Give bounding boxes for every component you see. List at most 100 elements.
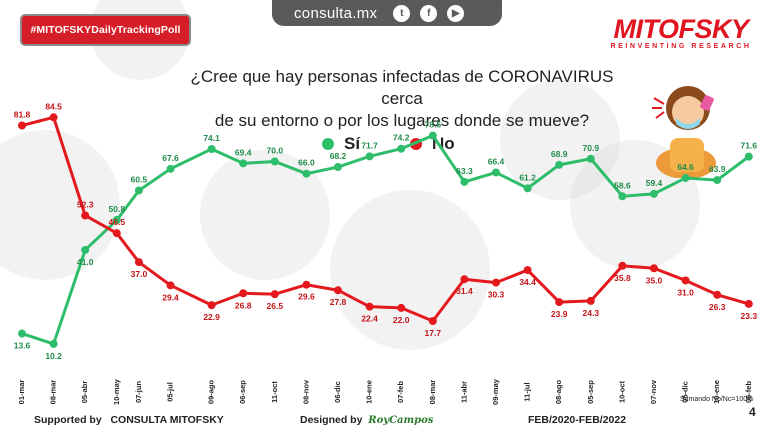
- footer-supported: Supported by CONSULTA MITOFSKY: [34, 414, 224, 426]
- supported-label: Supported by: [34, 414, 102, 426]
- data-label: 60.5: [131, 174, 148, 184]
- tracking-poll-tag: #MITOFSKYDailyTrackingPoll: [20, 14, 191, 46]
- data-label: 27.8: [330, 297, 347, 307]
- legend-si-label: Sí: [344, 134, 361, 153]
- data-point-no: [134, 258, 143, 267]
- data-point-no: [681, 276, 690, 285]
- data-point-si: [166, 164, 175, 173]
- designed-label: Designed by: [300, 414, 363, 426]
- data-point-si: [18, 329, 26, 338]
- data-label: 22.4: [361, 314, 378, 324]
- data-point-si: [713, 176, 722, 185]
- data-label: 46.5: [109, 217, 126, 227]
- data-point-no: [49, 113, 58, 122]
- x-tick-label: 07-jun: [134, 381, 143, 404]
- data-label: 70.9: [583, 143, 600, 153]
- site-url-link[interactable]: consulta.mx: [294, 4, 378, 22]
- x-tick-label: 10-may: [112, 378, 121, 405]
- data-point-si: [302, 169, 311, 178]
- x-tick-label: 08-nov: [301, 379, 310, 404]
- data-point-si: [270, 157, 279, 166]
- youtube-icon[interactable]: ▶: [447, 4, 465, 22]
- data-label: 71.7: [361, 140, 378, 150]
- x-tick-label: 05-abr: [80, 381, 89, 404]
- data-point-no: [618, 261, 627, 270]
- sum-note: Sumando No/Nc=100%: [680, 396, 754, 403]
- data-label: 78.5: [425, 120, 442, 130]
- data-point-no: [270, 290, 279, 299]
- data-point-si: [586, 154, 595, 163]
- data-point-si: [134, 186, 143, 195]
- data-point-no: [523, 266, 532, 275]
- data-point-si: [492, 168, 500, 177]
- data-label: 29.4: [162, 292, 179, 302]
- x-tick-label: 01-mar: [17, 380, 26, 405]
- data-point-no: [744, 299, 753, 308]
- site-header-bar: consulta.mx t f ▶: [272, 0, 502, 26]
- data-point-si: [555, 160, 564, 169]
- facebook-icon[interactable]: f: [420, 4, 438, 22]
- data-point-si: [460, 177, 469, 186]
- data-label: 68.2: [330, 151, 347, 161]
- data-label: 35.0: [646, 275, 663, 285]
- x-tick-label: 08-mar: [428, 380, 437, 405]
- data-label: 22.9: [203, 312, 220, 322]
- x-tick-label: 10-ene: [365, 380, 374, 404]
- question-title: ¿Cree que hay personas infectadas de COR…: [172, 66, 632, 132]
- data-point-si: [239, 159, 248, 168]
- x-tick-label: 10-ene: [712, 380, 721, 404]
- data-label: 17.7: [425, 328, 442, 338]
- data-point-no: [397, 303, 406, 312]
- x-tick-label: 11-abr: [459, 381, 468, 403]
- x-tick-label: 07-nov: [649, 379, 658, 404]
- x-tick-label: 08-ago: [554, 380, 563, 405]
- data-point-si: [112, 216, 121, 225]
- data-label: 26.3: [709, 302, 726, 312]
- mitofsky-logo: MITOFSKY REINVENTING RESEARCH: [606, 16, 756, 51]
- legend-si-marker: [322, 138, 334, 150]
- data-point-no: [713, 290, 722, 299]
- data-point-no: [207, 301, 216, 310]
- data-point-si: [49, 339, 58, 348]
- virus-background-decoration: [500, 80, 620, 200]
- data-point-si: [681, 173, 690, 182]
- x-tick-label: 08-mar: [49, 380, 58, 405]
- data-point-no: [586, 296, 595, 305]
- x-tick-label: 05-dic: [681, 381, 690, 403]
- data-label: 66.4: [488, 156, 505, 166]
- data-label: 31.4: [456, 286, 473, 296]
- data-point-si: [334, 162, 342, 171]
- data-point-si: [618, 192, 627, 201]
- data-label: 41.0: [77, 257, 94, 267]
- data-label: 71.6: [741, 141, 758, 151]
- data-point-si: [523, 184, 532, 193]
- legend-no-label: No: [432, 134, 455, 153]
- legend-si: Sí: [322, 134, 360, 154]
- data-label: 31.0: [677, 287, 694, 297]
- data-point-si: [81, 245, 90, 254]
- data-label: 69.4: [235, 147, 252, 157]
- data-point-no: [365, 302, 374, 311]
- data-label: 68.9: [551, 149, 568, 159]
- data-label: 52.3: [77, 199, 94, 209]
- data-label: 70.0: [267, 146, 284, 156]
- twitter-icon[interactable]: t: [393, 4, 411, 22]
- data-label: 34.4: [519, 277, 536, 287]
- data-label: 24.3: [583, 308, 600, 318]
- data-point-si: [397, 144, 406, 153]
- data-label: 59.4: [646, 178, 663, 188]
- x-tick-label: 05-sep: [586, 380, 595, 404]
- data-label: 84.5: [45, 101, 62, 111]
- data-label: 58.6: [614, 180, 631, 190]
- data-label: 30.3: [488, 290, 505, 300]
- x-tick-label: 09-ago: [207, 380, 216, 405]
- data-point-si: [428, 131, 437, 140]
- data-point-no: [112, 229, 121, 238]
- data-label: 61.2: [519, 172, 536, 182]
- question-line-1: ¿Cree que hay personas infectadas de COR…: [190, 67, 614, 108]
- x-tick-label: 07-feb: [396, 381, 405, 404]
- data-label: 26.8: [235, 300, 252, 310]
- supported-org: CONSULTA MITOFSKY: [110, 414, 224, 426]
- data-label: 64.6: [677, 162, 694, 172]
